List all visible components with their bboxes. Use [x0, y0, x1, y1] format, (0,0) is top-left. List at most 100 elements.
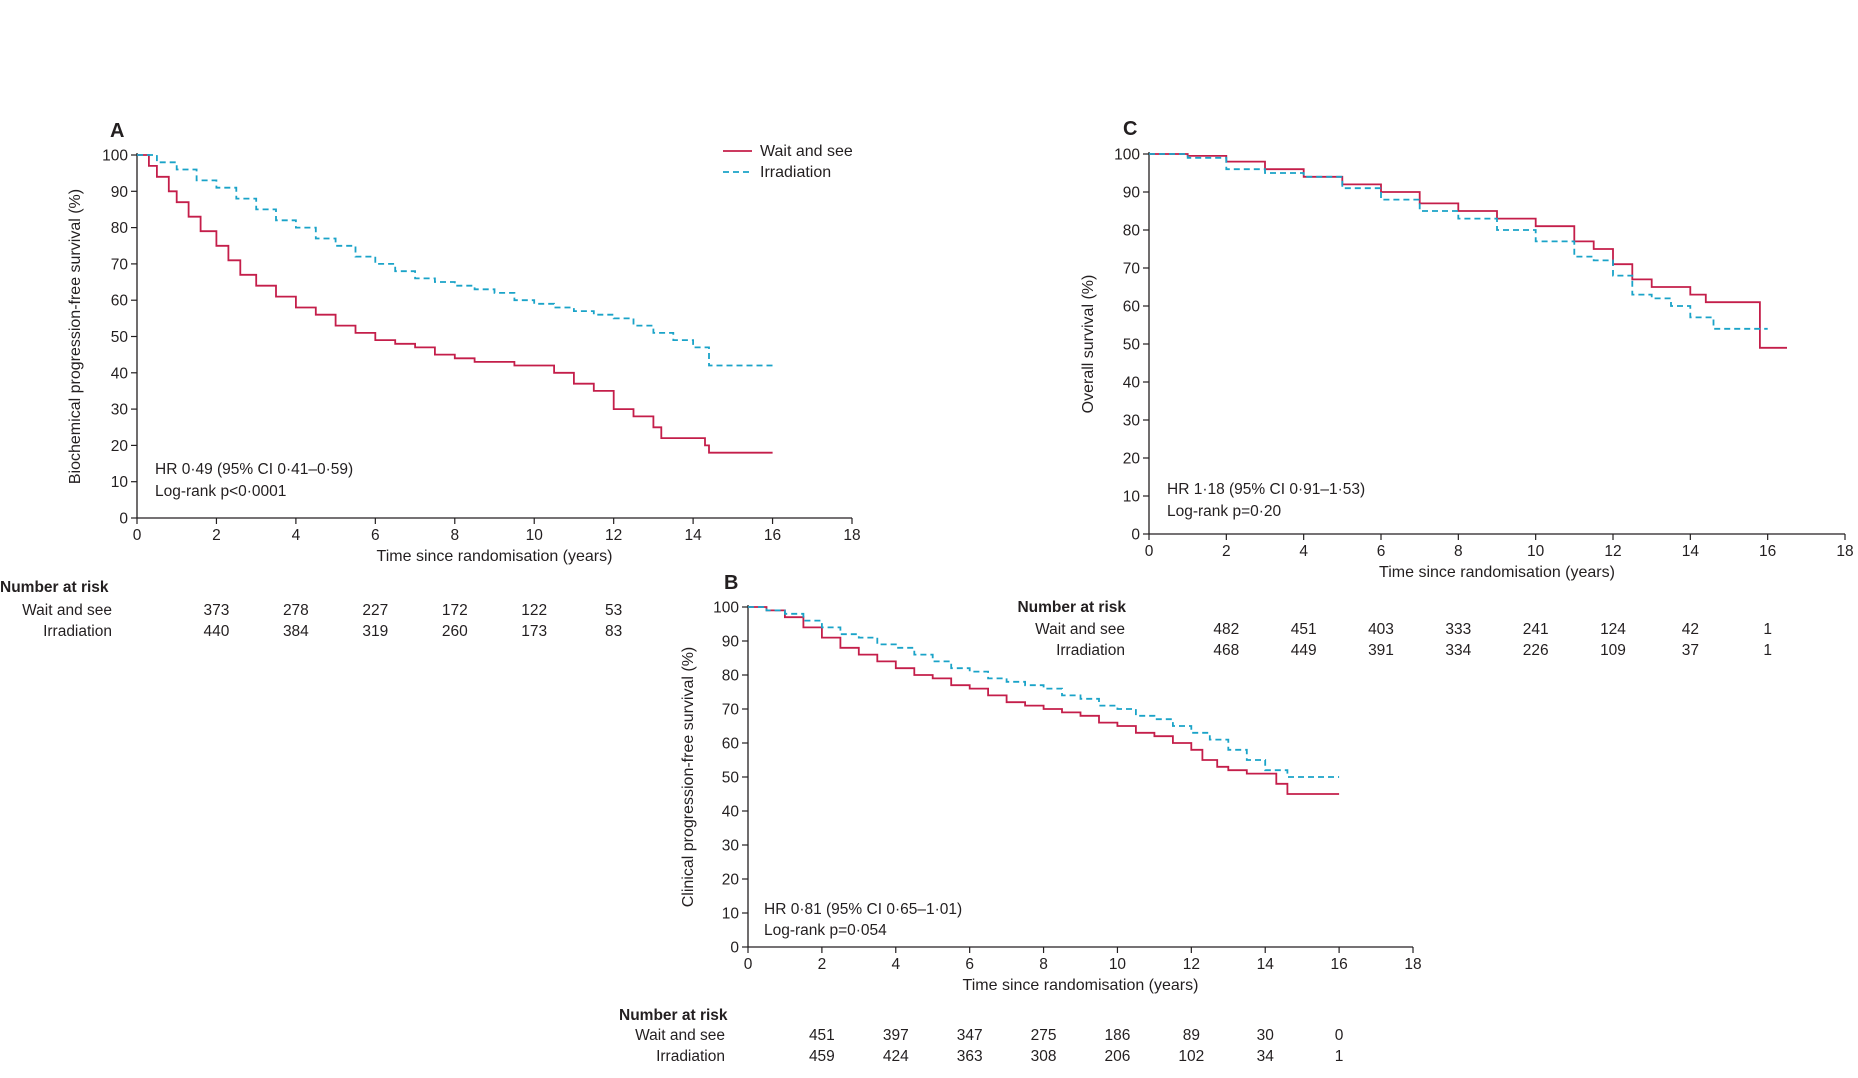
risk-row-label: Irradiation: [656, 1048, 725, 1065]
x-tick-label: 8: [450, 527, 459, 544]
risk-count: 37: [1682, 642, 1699, 659]
risk-count: 0: [1335, 1027, 1344, 1044]
y-tick-label: 50: [1123, 337, 1141, 354]
x-tick-label: 18: [843, 527, 860, 544]
risk-table-title: Number at risk: [1017, 599, 1126, 616]
y-tick-label: 100: [1114, 147, 1140, 164]
x-tick-label: 2: [1222, 543, 1231, 560]
x-tick-label: 14: [1682, 543, 1700, 560]
risk-count: 172: [442, 602, 468, 619]
panel-label: C: [1123, 118, 1137, 140]
risk-count: 89: [1183, 1027, 1200, 1044]
risk-row-label: Irradiation: [43, 623, 112, 640]
risk-count: 373: [204, 602, 230, 619]
stat-annotation: HR 0·81 (95% CI 0·65–1·01): [764, 901, 962, 918]
y-tick-label: 40: [111, 365, 129, 382]
risk-count: 459: [809, 1048, 835, 1065]
y-tick-label: 60: [111, 293, 129, 310]
series-curve-wait-and-see: [748, 606, 1340, 795]
y-axis-label: Biochemical progression-free survival (%…: [67, 189, 84, 484]
x-tick-label: 4: [1299, 543, 1308, 560]
risk-count: 451: [1291, 621, 1317, 638]
x-tick-label: 2: [818, 956, 827, 973]
x-tick-label: 12: [1604, 543, 1621, 560]
x-tick-label: 10: [1109, 956, 1127, 973]
risk-count: 1: [1335, 1048, 1344, 1065]
risk-count: 53: [605, 602, 622, 619]
y-tick-label: 100: [102, 148, 128, 165]
y-tick-label: 50: [111, 329, 129, 346]
x-tick-label: 10: [526, 527, 544, 544]
risk-count: 30: [1257, 1027, 1275, 1044]
panel-label: B: [724, 572, 738, 594]
y-tick-label: 50: [722, 770, 740, 787]
risk-count: 275: [1031, 1027, 1057, 1044]
x-tick-label: 16: [764, 527, 781, 544]
x-tick-label: 4: [292, 527, 301, 544]
panel-label: A: [110, 120, 124, 142]
x-tick-label: 18: [1404, 956, 1421, 973]
y-tick-label: 60: [722, 736, 740, 753]
x-tick-label: 8: [1039, 956, 1048, 973]
y-tick-label: 60: [1123, 299, 1141, 316]
risk-count: 308: [1031, 1048, 1057, 1065]
risk-count: 451: [809, 1027, 835, 1044]
y-tick-label: 0: [730, 940, 739, 957]
x-tick-label: 0: [744, 956, 753, 973]
x-tick-label: 12: [605, 527, 622, 544]
y-tick-label: 70: [722, 702, 740, 719]
risk-count: 482: [1213, 621, 1239, 638]
risk-count: 124: [1600, 621, 1626, 638]
risk-count: 319: [362, 623, 388, 640]
x-tick-label: 6: [371, 527, 380, 544]
risk-count: 186: [1105, 1027, 1131, 1044]
x-tick-label: 14: [684, 527, 702, 544]
x-axis-label: Time since randomisation (years): [963, 977, 1199, 994]
y-tick-label: 20: [722, 872, 740, 889]
y-tick-label: 40: [722, 804, 740, 821]
y-tick-label: 20: [1123, 451, 1141, 468]
risk-count: 241: [1523, 621, 1549, 638]
x-tick-label: 16: [1759, 543, 1776, 560]
risk-count: 102: [1178, 1048, 1204, 1065]
risk-count: 384: [283, 623, 309, 640]
risk-row-label: Wait and see: [22, 602, 112, 619]
risk-count: 42: [1682, 621, 1699, 638]
y-tick-label: 30: [722, 838, 740, 855]
series-curve-irradiation: [137, 154, 773, 367]
risk-count: 449: [1291, 642, 1317, 659]
y-axis-label: Clinical progression-free survival (%): [680, 647, 697, 908]
stat-annotation: HR 1·18 (95% CI 0·91–1·53): [1167, 481, 1365, 498]
x-tick-label: 4: [891, 956, 900, 973]
y-tick-label: 70: [1123, 261, 1141, 278]
risk-count: 397: [883, 1027, 909, 1044]
y-tick-label: 90: [111, 184, 129, 201]
risk-count: 83: [605, 623, 622, 640]
y-tick-label: 30: [1123, 413, 1141, 430]
y-tick-label: 10: [1123, 489, 1141, 506]
panel-a: A 0 10 20 30 40 50 60 70 80 90 100 0 2 4 6 8 10 12 14 16 18 Ti…: [0, 120, 861, 640]
stat-annotation: Log-rank p=0·054: [764, 922, 887, 939]
stat-annotation: Log-rank p<0·0001: [155, 483, 286, 500]
x-tick-label: 0: [133, 527, 142, 544]
stat-annotation: Log-rank p=0·20: [1167, 503, 1282, 520]
y-tick-label: 90: [722, 634, 740, 651]
x-axis-label: Time since randomisation (years): [377, 548, 613, 565]
risk-count: 34: [1257, 1048, 1275, 1065]
x-tick-label: 2: [212, 527, 221, 544]
x-tick-label: 6: [965, 956, 974, 973]
risk-count: 363: [957, 1048, 983, 1065]
risk-table-title: Number at risk: [619, 1007, 728, 1024]
risk-count: 260: [442, 623, 468, 640]
stat-annotation: HR 0·49 (95% CI 0·41–0·59): [155, 461, 353, 478]
risk-count: 334: [1445, 642, 1471, 659]
series-curve-wait-and-see: [1149, 153, 1787, 349]
legend-entry: Irradiation: [760, 164, 831, 181]
series-curve-wait-and-see: [137, 154, 773, 454]
x-tick-label: 0: [1145, 543, 1154, 560]
y-tick-label: 100: [713, 600, 739, 617]
risk-count: 109: [1600, 642, 1626, 659]
